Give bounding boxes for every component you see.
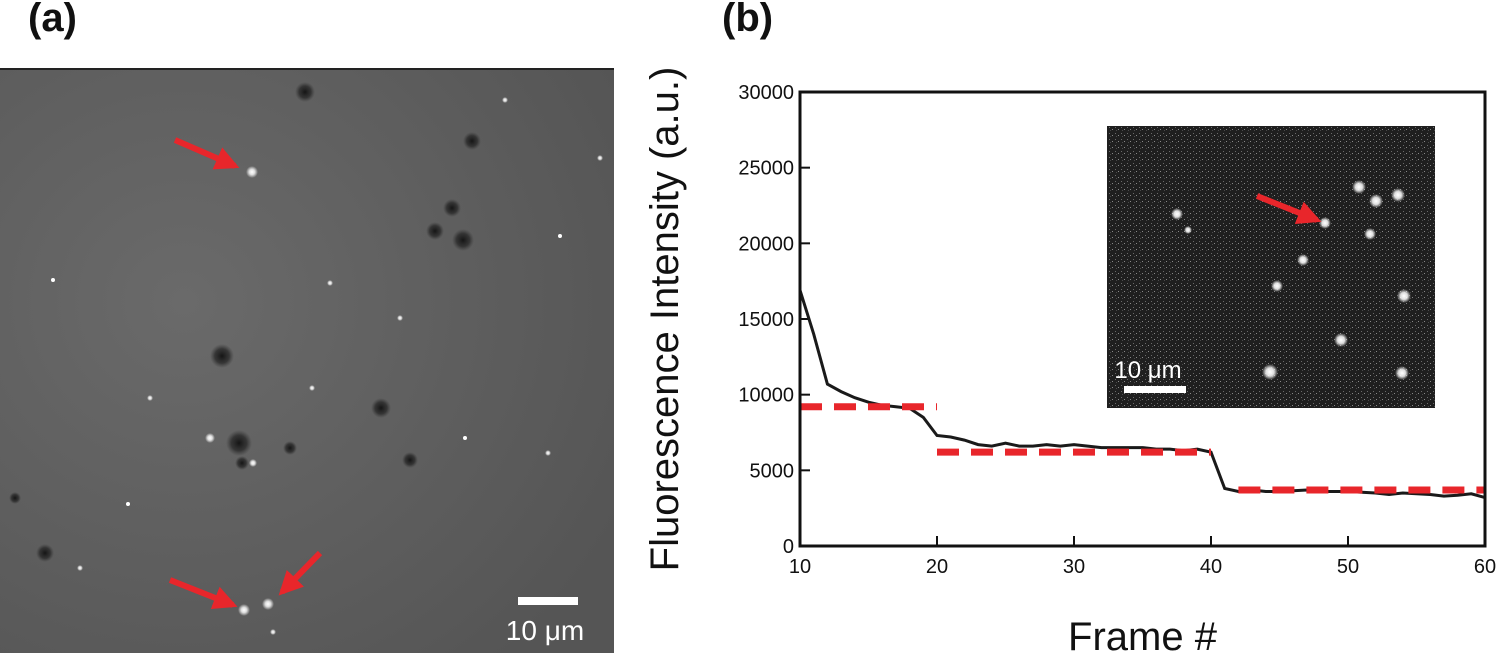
inset-scale-bar-label: 10 μm: [1114, 357, 1181, 384]
x-tick-label: 30: [1063, 556, 1085, 578]
intensity-trace: [798, 289, 1486, 500]
y-tick-label: 15000: [738, 309, 794, 331]
x-tick-label: 10: [789, 556, 811, 578]
intensity-chart: 0 5000 10000 15000 20000 25000 30000 10 20 30 40 5…: [643, 67, 1496, 653]
dark-spots: [9, 82, 481, 562]
inset-arrow: [1255, 193, 1322, 225]
x-tick-label: 50: [1337, 556, 1359, 578]
scale-bar-label: 10 μm: [506, 615, 584, 646]
y-tick-label: 30000: [738, 82, 794, 104]
y-axis-label: Fluorescence Intensity (a.u.): [643, 67, 687, 572]
y-tick-label: 5000: [750, 460, 795, 482]
micrograph-background: [0, 68, 614, 653]
panel-b-label: (b): [722, 0, 774, 40]
red-arrows: [168, 137, 323, 610]
y-tick-label: 25000: [738, 158, 794, 180]
x-tick-label: 40: [1200, 556, 1222, 578]
x-tick-label: 60: [1474, 556, 1496, 578]
inset-particles: [1171, 180, 1411, 380]
x-tick-label: 20: [926, 556, 948, 578]
y-tick-label: 20000: [738, 233, 794, 255]
arrow-bottom-left: [168, 577, 238, 610]
y-tick-label: 10000: [738, 385, 794, 407]
x-axis-ticks: 10 20 30 40 50 60: [789, 536, 1496, 578]
arrow-bottom-right: [278, 550, 323, 596]
step-fit-lines: [800, 403, 1485, 494]
arrow-top: [173, 137, 240, 170]
bright-particles: [51, 97, 603, 635]
panel-a-label: (a): [28, 0, 77, 40]
micrograph-panel-a: 10 μm: [0, 68, 614, 653]
inset-image: 10 μm: [1107, 126, 1435, 408]
plot-frame: [798, 90, 1487, 548]
scale-bar: [518, 597, 578, 605]
y-tick-label: 0: [783, 536, 794, 558]
x-axis-label: Frame #: [1068, 615, 1218, 653]
inset-scale-bar: [1124, 386, 1186, 393]
y-axis-ticks: 0 5000 10000 15000 20000 25000 30000: [738, 82, 810, 558]
